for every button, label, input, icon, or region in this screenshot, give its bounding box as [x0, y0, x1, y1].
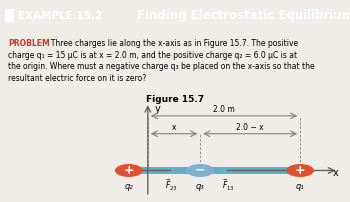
Text: q₂: q₂ — [125, 182, 133, 191]
Text: charge q₁ = 15 μC is at x = 2.0 m, and the positive charge q₂ = 6.0 μC is at: charge q₁ = 15 μC is at x = 2.0 m, and t… — [8, 51, 297, 60]
Text: −: − — [195, 164, 205, 177]
Text: 2.0 − x: 2.0 − x — [236, 123, 264, 132]
Text: Finding Electrostatic Equilibrium: Finding Electrostatic Equilibrium — [137, 9, 350, 22]
Text: Figure 15.7: Figure 15.7 — [146, 95, 204, 104]
Text: x: x — [172, 123, 176, 132]
Text: +: + — [295, 164, 306, 177]
Text: 2.0 m: 2.0 m — [213, 105, 235, 114]
Text: x: x — [333, 168, 339, 178]
Text: the origin. Where must a negative charge q₃ be placed on the x-axis so that the: the origin. Where must a negative charge… — [8, 62, 315, 72]
Text: +: + — [124, 164, 134, 177]
Text: q₁: q₁ — [296, 182, 304, 191]
Text: resultant electric force on it is zero?: resultant electric force on it is zero? — [8, 74, 146, 83]
Circle shape — [287, 165, 313, 176]
Circle shape — [116, 165, 142, 176]
Text: EXAMPLE 15.2: EXAMPLE 15.2 — [18, 11, 102, 21]
Text: $\vec{F}_{13}$: $\vec{F}_{13}$ — [222, 178, 235, 193]
Circle shape — [187, 165, 213, 176]
Text: $\vec{F}_{23}$: $\vec{F}_{23}$ — [165, 178, 178, 193]
Bar — [129, 167, 300, 174]
Text: PROBLEM: PROBLEM — [8, 39, 50, 48]
Text: q₃: q₃ — [196, 182, 204, 191]
Bar — [5, 9, 14, 22]
Text: y: y — [155, 104, 161, 114]
Text: Three charges lie along the x-axis as in Figure 15.7. The positive: Three charges lie along the x-axis as in… — [46, 39, 298, 48]
